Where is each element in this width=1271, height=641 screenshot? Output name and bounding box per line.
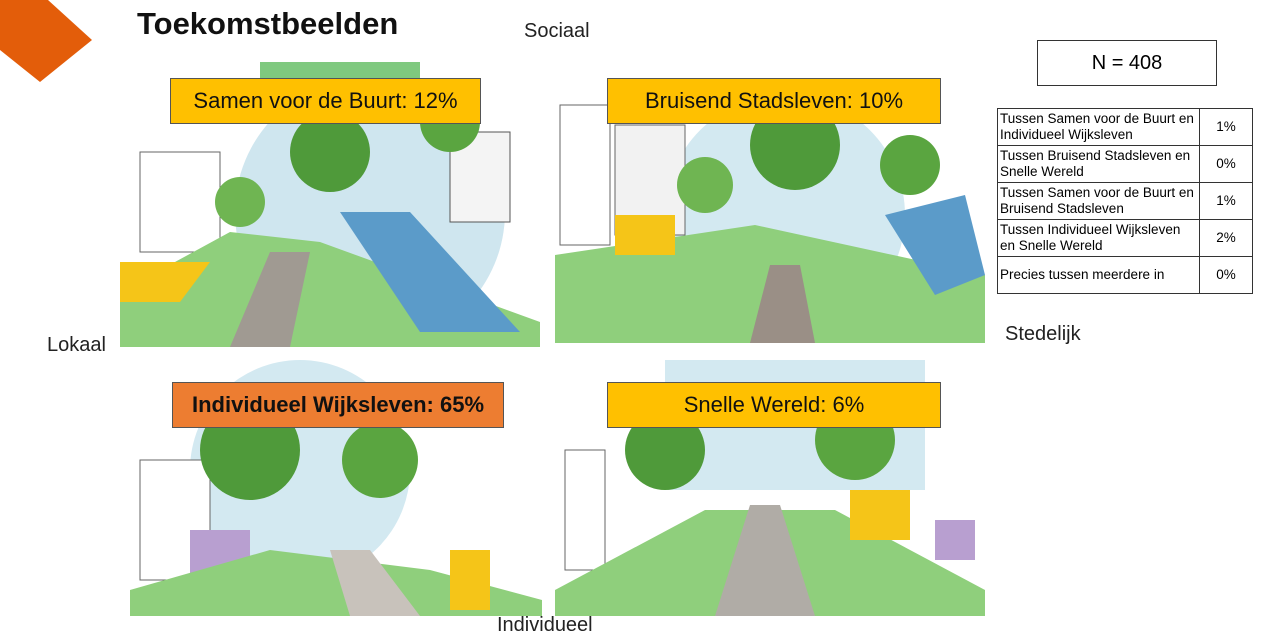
table-label: Precies tussen meerdere in — [997, 256, 1200, 294]
table-row: Tussen Individueel Wijksleven en Snelle … — [997, 219, 1253, 257]
table-pct: 0% — [1199, 256, 1253, 294]
table: Tussen Samen voor de Buurt en Individuee… — [997, 108, 1253, 294]
sample-size: N = 408 — [1037, 40, 1217, 86]
axis-top: Sociaal — [524, 20, 590, 42]
quadrant-label: Snelle Wereld: 6% — [607, 382, 941, 428]
quadrant-label: Samen voor de Buurt: 12% — [170, 78, 481, 124]
table-label: Tussen Bruisend Stadsleven en Snelle Wer… — [997, 145, 1200, 183]
quadrant-label: Individueel Wijksleven: 65% — [172, 382, 504, 428]
table-row: Tussen Bruisend Stadsleven en Snelle Wer… — [997, 145, 1253, 183]
axis-left: Lokaal — [47, 334, 106, 356]
table-row: Tussen Samen voor de Buurt en Bruisend S… — [997, 182, 1253, 220]
corner-diamond — [0, 0, 92, 82]
table-pct: 2% — [1199, 219, 1253, 257]
table-label: Tussen Samen voor de Buurt en Individuee… — [997, 108, 1200, 146]
axis-bottom: Individueel — [497, 614, 593, 636]
table-label: Tussen Samen voor de Buurt en Bruisend S… — [997, 182, 1200, 220]
table-label: Tussen Individueel Wijksleven en Snelle … — [997, 219, 1200, 257]
axis-right: Stedelijk — [1005, 323, 1081, 345]
quadrant-label: Bruisend Stadsleven: 10% — [607, 78, 941, 124]
table-row: Precies tussen meerdere in 0% — [997, 256, 1253, 294]
table-pct: 1% — [1199, 182, 1253, 220]
table-row: Tussen Samen voor de Buurt en Individuee… — [997, 108, 1253, 146]
title: Toekomstbeelden — [137, 6, 399, 41]
illustration-1 — [120, 62, 540, 347]
table-pct: 1% — [1199, 108, 1253, 146]
table-pct: 0% — [1199, 145, 1253, 183]
